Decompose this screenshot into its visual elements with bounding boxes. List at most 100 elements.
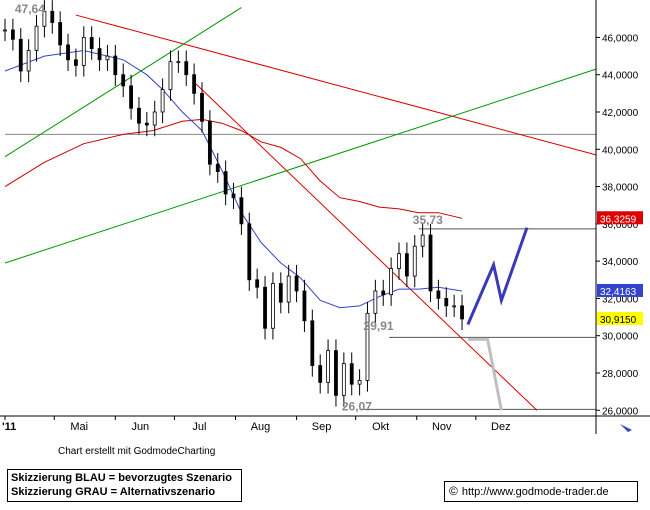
x-tick-label-1: Mai xyxy=(70,421,88,433)
price-candle-12 xyxy=(97,48,102,61)
price-candle-4 xyxy=(34,25,39,51)
price-candle-28 xyxy=(223,171,228,195)
price-candle-38 xyxy=(302,290,307,322)
price-candle-9 xyxy=(74,59,78,66)
website-link[interactable]: © http://www.godmode-trader.de xyxy=(444,481,638,502)
price-candle-36 xyxy=(286,275,291,303)
x-tick-label-0: '11 xyxy=(2,421,16,433)
price-candle-16 xyxy=(129,85,133,109)
value-badge-2 xyxy=(597,311,643,325)
x-tick-label-6: Okt xyxy=(372,421,389,433)
copyright-icon: © xyxy=(449,484,458,498)
price-candle-55 xyxy=(436,290,441,299)
annotation-label-3: 26,07 xyxy=(342,399,372,413)
x-tick-label-3: Jul xyxy=(192,421,206,433)
trendline-3 xyxy=(4,68,597,264)
price-candle-18 xyxy=(144,122,149,126)
price-candle-53 xyxy=(420,234,425,247)
x-tick-label-2: Jun xyxy=(131,421,149,433)
price-candle-49 xyxy=(389,268,394,296)
price-candle-19 xyxy=(152,111,157,126)
scenario-legend: Skizzierung BLAU = bevorzugtes Szenario … xyxy=(7,469,242,502)
price-candle-30 xyxy=(239,197,244,225)
x-tick-label-8: Dez xyxy=(491,421,511,433)
trendline-0 xyxy=(75,14,597,156)
moving-average-red xyxy=(4,118,463,219)
price-candle-41 xyxy=(326,350,330,383)
price-candle-39 xyxy=(310,320,315,366)
price-candle-8 xyxy=(66,44,70,61)
price-candle-15 xyxy=(121,74,126,87)
annotation-label-0: 47,64 xyxy=(15,2,45,16)
scenario-blue-path xyxy=(466,227,529,326)
price-candle-24 xyxy=(192,74,197,94)
y-tick-label-2: 30,0000 xyxy=(602,332,639,343)
y-tick-label-1: 28,0000 xyxy=(602,369,639,380)
moving-average-blue xyxy=(4,49,463,309)
y-tick-label-3: 32,0000 xyxy=(602,294,639,305)
price-candle-52 xyxy=(412,245,417,277)
legend-grey-scenario: Skizzierung GRAU = Alternativszenario xyxy=(11,486,216,498)
legend-blue-scenario: Skizzierung BLAU = bevorzugtes Szenario xyxy=(11,472,232,484)
scroll-arrow-icon xyxy=(620,424,632,432)
price-candle-50 xyxy=(397,253,401,269)
price-candle-54 xyxy=(428,234,433,292)
price-candle-2 xyxy=(18,38,23,72)
price-candle-44 xyxy=(349,363,354,385)
price-candle-47 xyxy=(373,290,378,314)
price-candle-10 xyxy=(81,37,86,66)
value-badge-1 xyxy=(597,283,643,297)
price-candle-31 xyxy=(247,223,252,281)
price-candle-51 xyxy=(404,253,409,277)
price-candle-7 xyxy=(58,22,63,46)
price-candle-21 xyxy=(168,61,173,91)
annotation-label-2: 29,91 xyxy=(364,319,394,333)
scenario-grey-path xyxy=(467,337,503,411)
price-candle-3 xyxy=(26,50,31,72)
price-candle-0 xyxy=(3,29,7,32)
price-candle-46 xyxy=(365,312,370,381)
price-candle-1 xyxy=(10,29,15,40)
y-tick-label-8: 42,0000 xyxy=(602,108,639,119)
trendline-1 xyxy=(193,81,538,411)
y-tick-label-10: 46,0000 xyxy=(602,33,639,44)
value-badge-label-2: 30,9150 xyxy=(600,315,637,326)
y-tick-label-9: 44,0000 xyxy=(602,71,639,82)
price-candle-27 xyxy=(215,163,220,173)
price-candle-56 xyxy=(444,298,449,307)
value-badge-label-1: 32,4163 xyxy=(600,287,637,298)
chart-credit: Chart erstellt mit GodmodeCharting xyxy=(58,446,216,457)
price-candle-40 xyxy=(318,365,323,383)
price-candle-58 xyxy=(460,305,464,320)
price-candle-25 xyxy=(200,92,204,122)
price-candle-35 xyxy=(278,283,283,303)
price-candle-14 xyxy=(113,55,118,76)
price-candle-42 xyxy=(334,350,338,396)
price-candle-17 xyxy=(137,107,141,124)
price-candle-23 xyxy=(184,61,189,76)
price-candle-33 xyxy=(263,286,267,329)
price-candle-20 xyxy=(160,89,165,113)
website-url[interactable]: http://www.godmode-trader.de xyxy=(461,486,609,498)
value-badge-label-0: 36,3259 xyxy=(600,214,637,225)
price-candle-43 xyxy=(341,363,346,396)
price-candle-26 xyxy=(207,120,212,165)
price-candle-5 xyxy=(42,10,47,27)
price-candle-22 xyxy=(176,61,181,64)
y-tick-label-0: 26,0000 xyxy=(602,406,639,417)
value-badge-0 xyxy=(597,211,643,225)
price-candle-37 xyxy=(294,275,299,292)
x-tick-label-5: Sep xyxy=(312,421,332,433)
price-candle-45 xyxy=(357,380,362,385)
price-candle-13 xyxy=(105,55,110,61)
annotation-label-1: 35,73 xyxy=(413,213,443,227)
y-tick-label-4: 34,0000 xyxy=(602,257,639,268)
price-candle-29 xyxy=(231,193,236,199)
price-candle-6 xyxy=(50,10,55,23)
price-candle-11 xyxy=(89,37,94,50)
x-tick-label-4: Aug xyxy=(251,421,271,433)
y-tick-label-7: 40,0000 xyxy=(602,145,639,156)
price-candle-57 xyxy=(452,305,457,308)
x-tick-label-7: Nov xyxy=(432,421,452,433)
